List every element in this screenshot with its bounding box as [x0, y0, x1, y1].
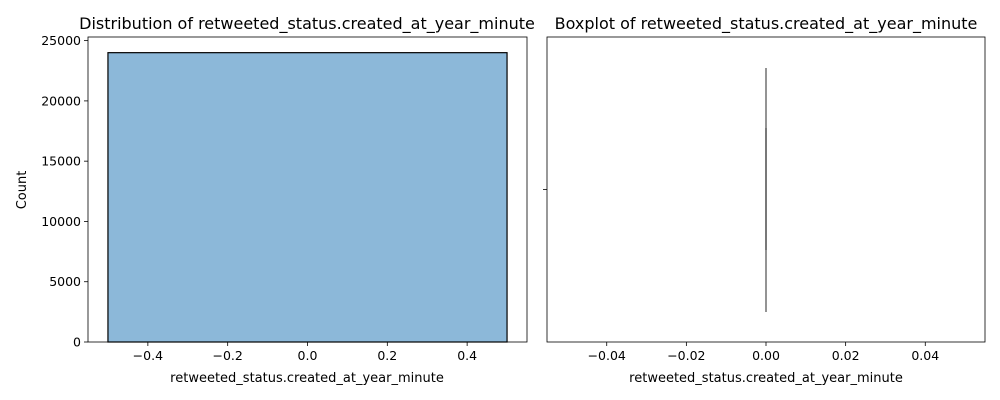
- boxplot-x-ticks: −0.04 −0.02 0.00 0.02 0.04: [588, 342, 939, 363]
- boxplot-x-tick-label: −0.04: [588, 348, 626, 363]
- boxplot-x-tick-label: −0.02: [667, 348, 705, 363]
- histogram-x-tick-label: −0.2: [213, 348, 243, 363]
- histogram-x-ticks: −0.4 −0.2 0.0 0.2 0.4: [133, 342, 477, 363]
- histogram-y-tick-label: 20000: [41, 93, 81, 108]
- boxplot-x-axis-label: retweeted_status.created_at_year_minute: [629, 371, 903, 386]
- boxplot-box: [765, 128, 767, 250]
- histogram-y-ticks: 0 5000 10000 15000 20000 25000: [41, 33, 88, 350]
- boxplot-title: Boxplot of retweeted_status.created_at_y…: [555, 14, 978, 34]
- histogram-x-tick-label: 0.2: [377, 348, 397, 363]
- histogram-y-tick-label: 5000: [49, 274, 81, 289]
- histogram-y-tick-label: 0: [73, 335, 81, 350]
- histogram-y-tick-label: 25000: [41, 33, 81, 48]
- histogram-bar: [107, 52, 508, 343]
- histogram-x-tick-label: 0.4: [457, 348, 477, 363]
- boxplot-x-tick-label: 0.04: [911, 348, 939, 363]
- histogram-x-axis-label: retweeted_status.created_at_year_minute: [170, 371, 444, 386]
- boxplot-x-tick-label: 0.00: [752, 348, 780, 363]
- histogram-title: Distribution of retweeted_status.created…: [79, 14, 535, 34]
- boxplot-elements: [765, 68, 767, 312]
- boxplot-x-tick-label: 0.02: [832, 348, 860, 363]
- boxplot-panel: Boxplot of retweeted_status.created_at_y…: [543, 14, 986, 386]
- histogram-bars: [107, 52, 508, 343]
- histogram-y-tick-label: 10000: [41, 214, 81, 229]
- histogram-y-tick-label: 15000: [41, 154, 81, 169]
- histogram-panel: Distribution of retweeted_status.created…: [15, 14, 535, 386]
- histogram-y-axis-label: Count: [15, 171, 30, 210]
- histogram-x-tick-label: −0.4: [133, 348, 163, 363]
- histogram-x-tick-label: 0.0: [298, 348, 318, 363]
